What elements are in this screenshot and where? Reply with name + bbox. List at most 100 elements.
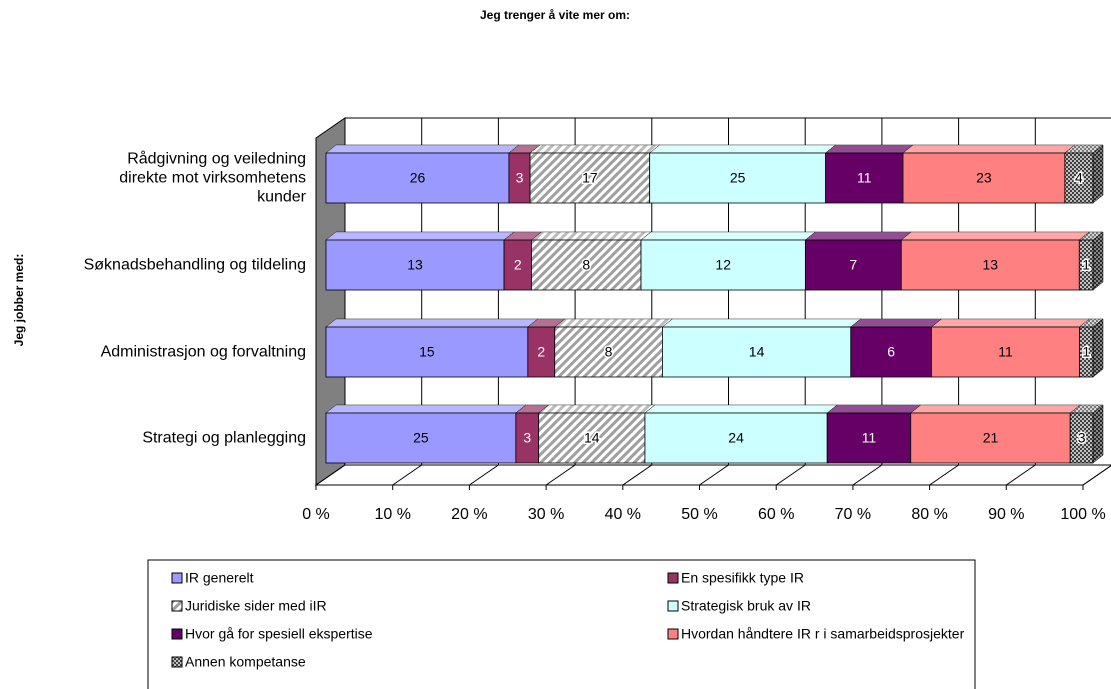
bar-top-shade <box>527 319 565 327</box>
bar <box>527 326 556 378</box>
x-tick-label: 10 % <box>374 506 410 523</box>
value-label: 21 <box>983 430 999 446</box>
bar-side-shade <box>1093 145 1103 203</box>
bar <box>531 239 642 291</box>
bar-top-shade <box>641 232 816 240</box>
value-label: 13 <box>982 257 998 273</box>
bar <box>325 326 529 378</box>
legend-swatch <box>667 600 679 612</box>
value-label: 8 <box>582 257 590 273</box>
value-label: 26 <box>410 170 426 186</box>
bar <box>662 326 852 378</box>
legend-swatch <box>667 628 679 640</box>
bar <box>900 239 1080 291</box>
y-tick-label: Strategi og planlegging <box>142 429 306 447</box>
bar-top-shade <box>326 319 538 327</box>
grid-line-floor <box>622 464 653 486</box>
grid-line-floor <box>699 464 729 486</box>
legend-label: En spesifikk type IR <box>681 570 804 586</box>
grid-line-floor <box>469 464 499 486</box>
bar <box>931 326 1080 378</box>
legend-swatch <box>171 572 183 584</box>
bar-top-shade <box>649 145 836 153</box>
bar-top-shade <box>515 405 549 413</box>
bar-top-shade <box>1064 145 1103 153</box>
value-label: 8 <box>605 344 613 360</box>
bar <box>1078 239 1094 291</box>
bar <box>804 239 902 291</box>
x-tick-label: 50 % <box>681 506 717 523</box>
x-tick-label: 80 % <box>911 506 947 523</box>
grid-line-floor <box>1082 465 1111 486</box>
value-label: 11 <box>998 344 1013 360</box>
bar-top-shade <box>910 405 1081 413</box>
bar-top-shade <box>827 405 921 413</box>
legend-swatch <box>171 600 183 612</box>
bar <box>826 412 912 464</box>
legend-box <box>147 559 976 689</box>
value-label: 24 <box>728 430 744 446</box>
grid-line-floor <box>929 464 959 486</box>
bar-side-shade <box>1093 319 1103 377</box>
bar-top-shade <box>554 319 673 327</box>
legend-label: Strategisk bruk av IR <box>681 598 811 614</box>
value-label: 3 <box>1078 430 1086 446</box>
value-label: 12 <box>715 257 731 273</box>
y-tick-label: Administrasjon og forvaltning <box>100 343 306 361</box>
value-label: 23 <box>976 170 992 186</box>
bar-top-shade <box>1070 405 1103 413</box>
chart-title: Jeg trenger å vite mer om: <box>480 8 630 22</box>
grid-line-floor <box>852 464 883 486</box>
bar-top-shade <box>805 232 912 240</box>
bar <box>325 412 517 464</box>
bar-top-shade <box>538 405 655 413</box>
x-tick-label: 20 % <box>451 506 487 523</box>
bar-top-shade <box>931 319 1090 327</box>
bar-side-shade <box>1093 405 1103 463</box>
bar <box>529 152 651 204</box>
bar-top-shade <box>901 232 1090 240</box>
bar-top-shade <box>662 319 861 327</box>
value-label: 17 <box>582 170 598 186</box>
bar <box>644 412 828 464</box>
legend-label: Hvordan håndtere IR r i samarbeidsprosje… <box>681 626 965 642</box>
bar <box>649 152 827 204</box>
grid-line-floor <box>315 464 346 486</box>
bar <box>910 412 1071 464</box>
bar <box>538 412 646 464</box>
legend-label: Juridiske sider med iIR <box>185 598 327 614</box>
value-label: 4 <box>1075 170 1083 186</box>
x-tick-label: 70 % <box>835 506 871 523</box>
value-label: 7 <box>849 257 857 273</box>
bar <box>503 239 532 291</box>
legend-label: Annen kompetanse <box>185 654 306 670</box>
grid-line-floor <box>392 464 422 486</box>
grid-line-floor <box>1006 464 1036 486</box>
bar <box>640 239 806 291</box>
value-label: 13 <box>407 257 423 273</box>
bar-top-shade <box>825 145 914 153</box>
x-tick-label: 30 % <box>528 506 564 523</box>
bar-side-shade <box>1093 232 1103 290</box>
value-label: 1 <box>1082 344 1090 360</box>
bar <box>1069 412 1094 464</box>
legend-label: IR generelt <box>185 570 254 586</box>
value-label: 14 <box>584 430 600 446</box>
bar <box>1079 326 1094 378</box>
bar <box>554 326 663 378</box>
bar <box>325 152 510 204</box>
value-label: 11 <box>857 170 872 186</box>
bar-top-shade <box>850 319 942 327</box>
y-axis-label: Jeg jobber med: <box>12 254 26 347</box>
bar-top-shade <box>531 232 652 240</box>
bar <box>1064 152 1094 204</box>
bar-top-shade <box>903 145 1075 153</box>
value-label: 6 <box>887 344 895 360</box>
y-tick-label: Rådgivning og veiledning direkte mot vir… <box>119 150 306 206</box>
value-label: 15 <box>419 344 435 360</box>
bar-top-shade <box>326 232 515 240</box>
bar-top-shade <box>1079 319 1103 327</box>
x-tick-label: 100 % <box>1060 506 1105 523</box>
